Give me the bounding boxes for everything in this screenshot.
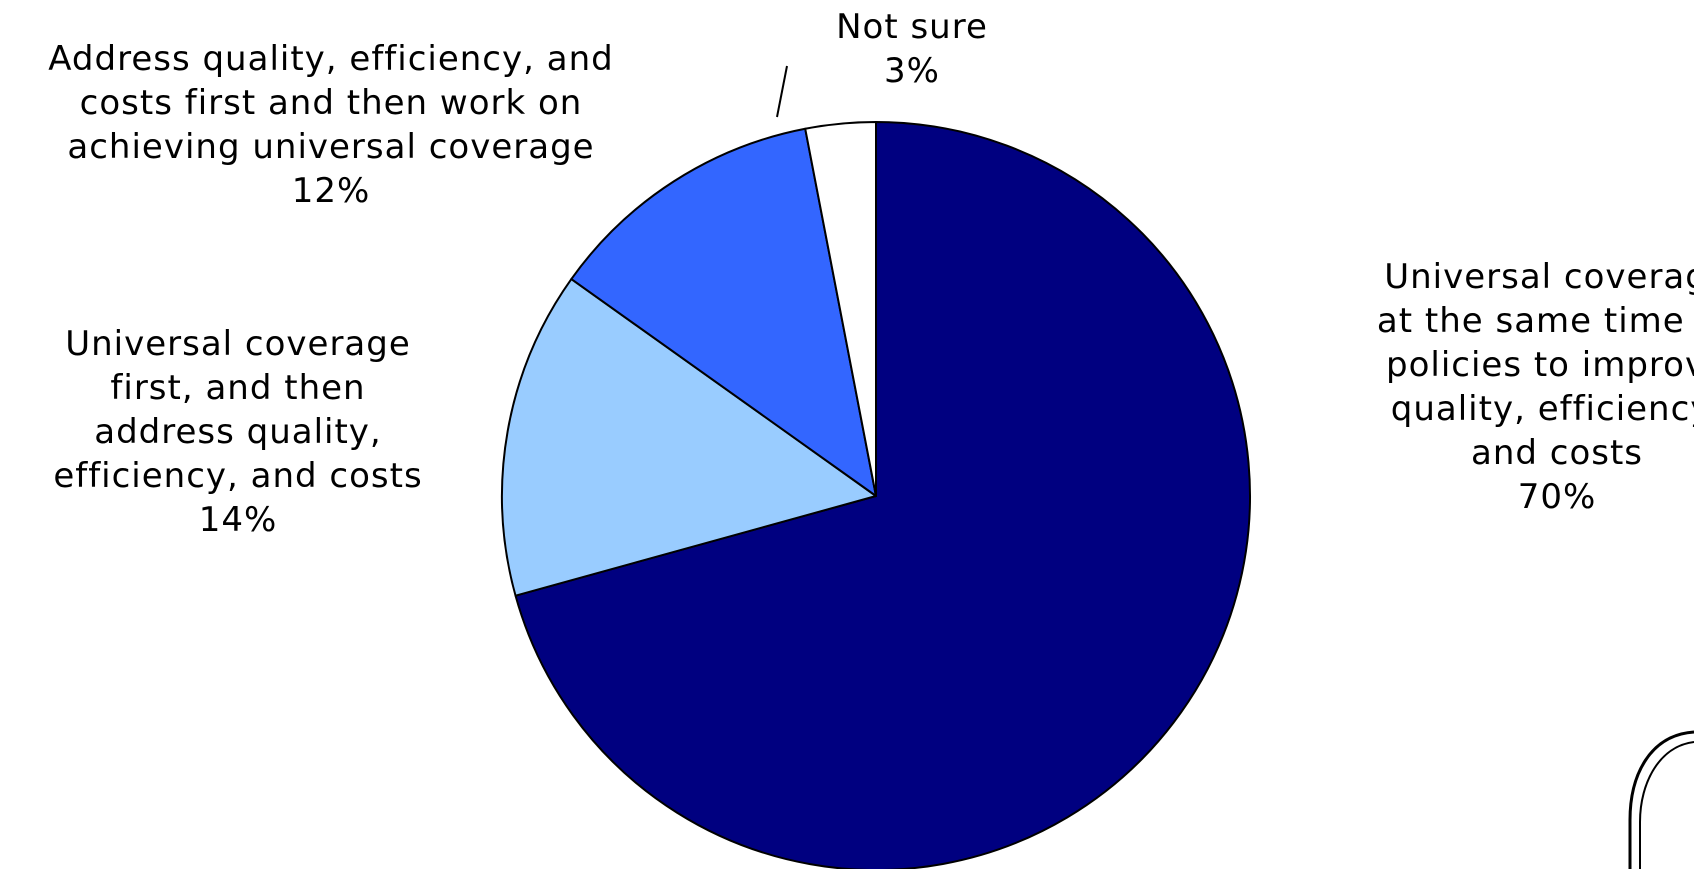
corner-ornament (1628, 730, 1694, 869)
slice-not-sure (804, 121, 877, 497)
slice-value-label: 3% (884, 51, 940, 91)
slice-universal-same-time-label: Universal coverageat the same time aspol… (1377, 257, 1694, 517)
slice-label-line: efficiency, and costs (53, 456, 422, 496)
corner-ornament-inner (1639, 741, 1694, 869)
slice-address-quality-first (570, 127, 877, 497)
slice-label-line: at the same time as (1377, 301, 1694, 341)
slice-label-line: Universal coverage (65, 324, 411, 364)
pie-slices (501, 121, 1251, 869)
slice-label-line: quality, efficiency, (1391, 389, 1694, 429)
not-sure-leader-line (776, 65, 788, 118)
slice-label-line: address quality, (94, 412, 382, 452)
slice-value-label: 14% (199, 500, 278, 540)
slice-label-line: achieving universal coverage (67, 127, 594, 167)
slice-universal-same-time (514, 121, 1251, 869)
slice-universal-first (501, 278, 877, 597)
slice-label-line: costs first and then work on (80, 83, 583, 123)
slice-label-line: and costs (1471, 433, 1643, 473)
slice-label-line: Universal coverage (1384, 257, 1694, 297)
slice-label-line: Not sure (836, 7, 988, 47)
slice-label-line: policies to improve (1386, 345, 1694, 385)
slice-label-line: Address quality, efficiency, and (48, 39, 613, 79)
slice-labels: Universal coverageat the same time aspol… (48, 7, 1694, 540)
slice-label-line: first, and then (110, 368, 365, 408)
slice-value-label: 70% (1518, 477, 1597, 517)
slice-value-label: 12% (292, 171, 371, 211)
